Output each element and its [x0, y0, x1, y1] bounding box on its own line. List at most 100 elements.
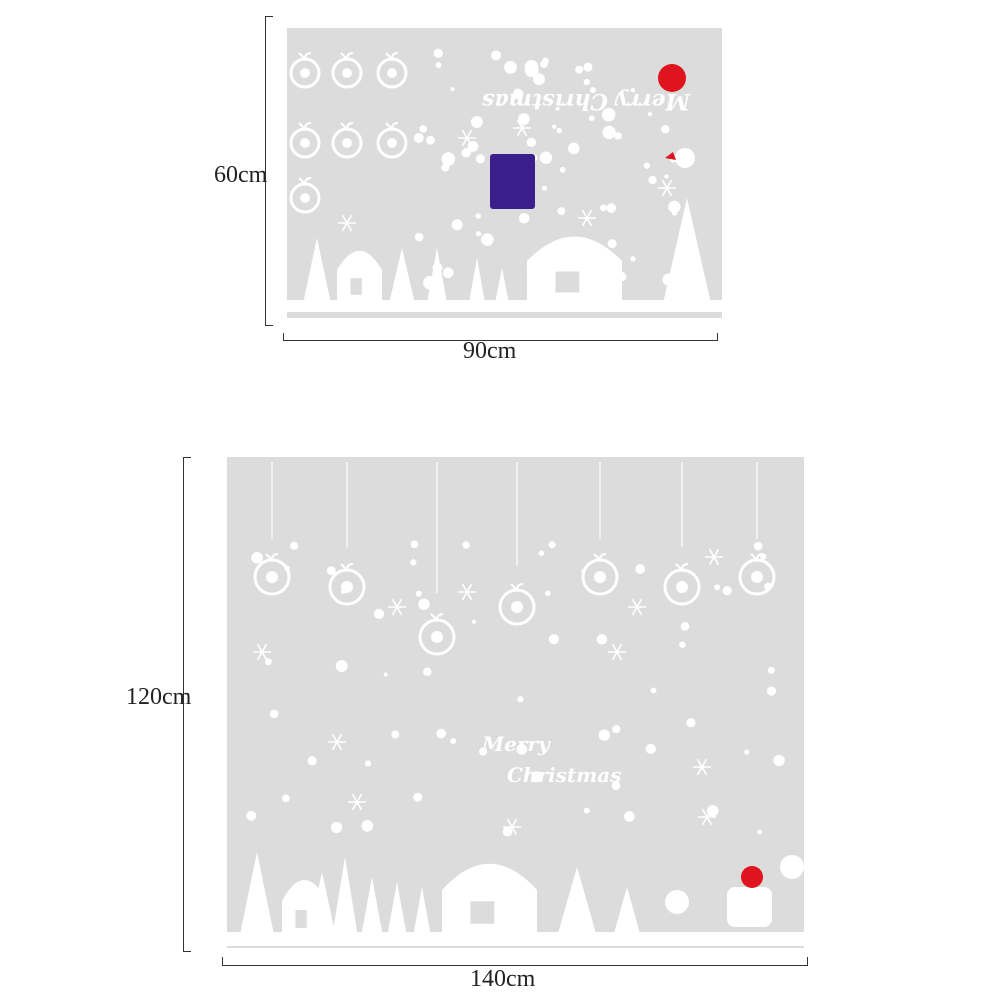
snow-dot — [491, 50, 502, 61]
sleigh-icon — [727, 887, 772, 927]
snow-dot — [441, 152, 456, 166]
ornament-center — [431, 631, 443, 643]
snow-dot — [744, 749, 750, 755]
ornament-center — [676, 581, 688, 593]
tree-icon — [332, 857, 358, 937]
snow-dot — [722, 586, 732, 596]
snow-dot — [433, 48, 443, 58]
snow-dot — [598, 729, 610, 741]
reindeer-icon — [675, 148, 695, 168]
snow-dot — [269, 709, 279, 719]
snow-dot — [668, 200, 681, 213]
dimension-tick — [807, 957, 808, 966]
ornament-bow-icon — [340, 52, 354, 62]
height-dimension-line-small — [265, 16, 266, 326]
snow-dot — [410, 540, 419, 549]
dimension-tick — [265, 325, 273, 326]
snow-dot — [435, 62, 442, 69]
ornament-bow-icon — [340, 563, 354, 573]
snow-dot — [391, 730, 400, 739]
ornament-center — [511, 601, 523, 613]
window — [470, 901, 495, 924]
ornament-center — [751, 571, 763, 583]
window — [350, 278, 362, 295]
snow-dot — [643, 162, 651, 169]
snow-dot — [602, 125, 616, 140]
snow-dot — [679, 641, 686, 648]
ornament-bow-icon — [340, 122, 354, 132]
ornament-center — [387, 68, 397, 78]
width-dimension-line-large — [222, 965, 808, 966]
bow-icon — [665, 152, 676, 160]
snow-dot — [410, 559, 417, 566]
snow-dot — [589, 87, 596, 94]
snow-dot — [647, 111, 653, 117]
ornament-bow-icon — [510, 583, 524, 593]
snow-ground — [227, 932, 804, 946]
snow-dot — [540, 60, 548, 68]
snow-dot — [567, 142, 580, 155]
snow-ground — [287, 300, 722, 312]
dimension-tick — [283, 333, 284, 341]
ornament-bow-icon — [298, 52, 312, 62]
snow-dot — [442, 267, 454, 279]
house-icon — [442, 863, 537, 935]
snow-dot — [383, 672, 388, 677]
ornament-bow-icon — [750, 553, 764, 563]
ornament-center — [300, 68, 310, 78]
snow-dot — [330, 821, 343, 834]
snow-dot — [290, 541, 299, 550]
snow-dot — [557, 207, 566, 216]
snow-dot — [548, 634, 559, 645]
snow-dot — [335, 660, 348, 673]
dimension-tick — [265, 16, 273, 17]
dimension-tick — [183, 457, 191, 458]
snow-dot — [607, 239, 617, 249]
window — [555, 271, 580, 293]
snow-dot — [373, 608, 385, 619]
snow-dot — [475, 154, 485, 164]
large-height-label: 120cm — [126, 684, 192, 710]
snowflake-icon — [578, 209, 596, 227]
tree-icon — [662, 198, 712, 308]
ornament-bow-icon — [385, 52, 399, 62]
snow-dot — [413, 792, 423, 802]
snow-dot — [538, 550, 545, 557]
snow-dot — [630, 87, 636, 93]
large-width-label: 140cm — [470, 966, 536, 992]
snowflake-icon — [658, 179, 676, 197]
snow-dot — [284, 565, 290, 572]
snow-dot — [583, 78, 590, 86]
ornament-bow-icon — [385, 122, 399, 132]
snow-dot — [281, 794, 290, 803]
snow-dot — [450, 87, 455, 92]
snowflake-icon — [693, 758, 711, 776]
dimension-tick — [717, 333, 718, 341]
snow-dot — [475, 213, 481, 219]
snow-dot — [512, 88, 524, 100]
small-decal-greeting: Merry Christmas — [482, 88, 690, 114]
window — [295, 910, 307, 928]
snow-dot — [611, 781, 621, 791]
snow-dot — [664, 174, 669, 179]
snow-dot — [541, 185, 548, 191]
tree-icon — [413, 887, 431, 937]
snow-dot — [707, 805, 719, 817]
dimension-tick — [222, 957, 223, 966]
snow-dot — [517, 113, 530, 126]
ornament-bow-icon — [265, 553, 279, 563]
santa-icon — [658, 64, 686, 92]
ornament-center — [387, 138, 397, 148]
ornament-bow-icon — [430, 613, 444, 623]
large-decal-artwork — [227, 462, 804, 946]
snow-dot — [451, 219, 463, 231]
tree-icon — [361, 877, 383, 937]
snow-dot — [518, 213, 530, 224]
snow-dot — [671, 209, 678, 216]
snow-dot — [630, 256, 636, 262]
snowflake-icon — [698, 808, 716, 826]
tree-icon — [494, 268, 510, 308]
snow-dot — [532, 73, 545, 86]
snow-dot — [516, 744, 528, 755]
tree-icon — [468, 258, 486, 308]
